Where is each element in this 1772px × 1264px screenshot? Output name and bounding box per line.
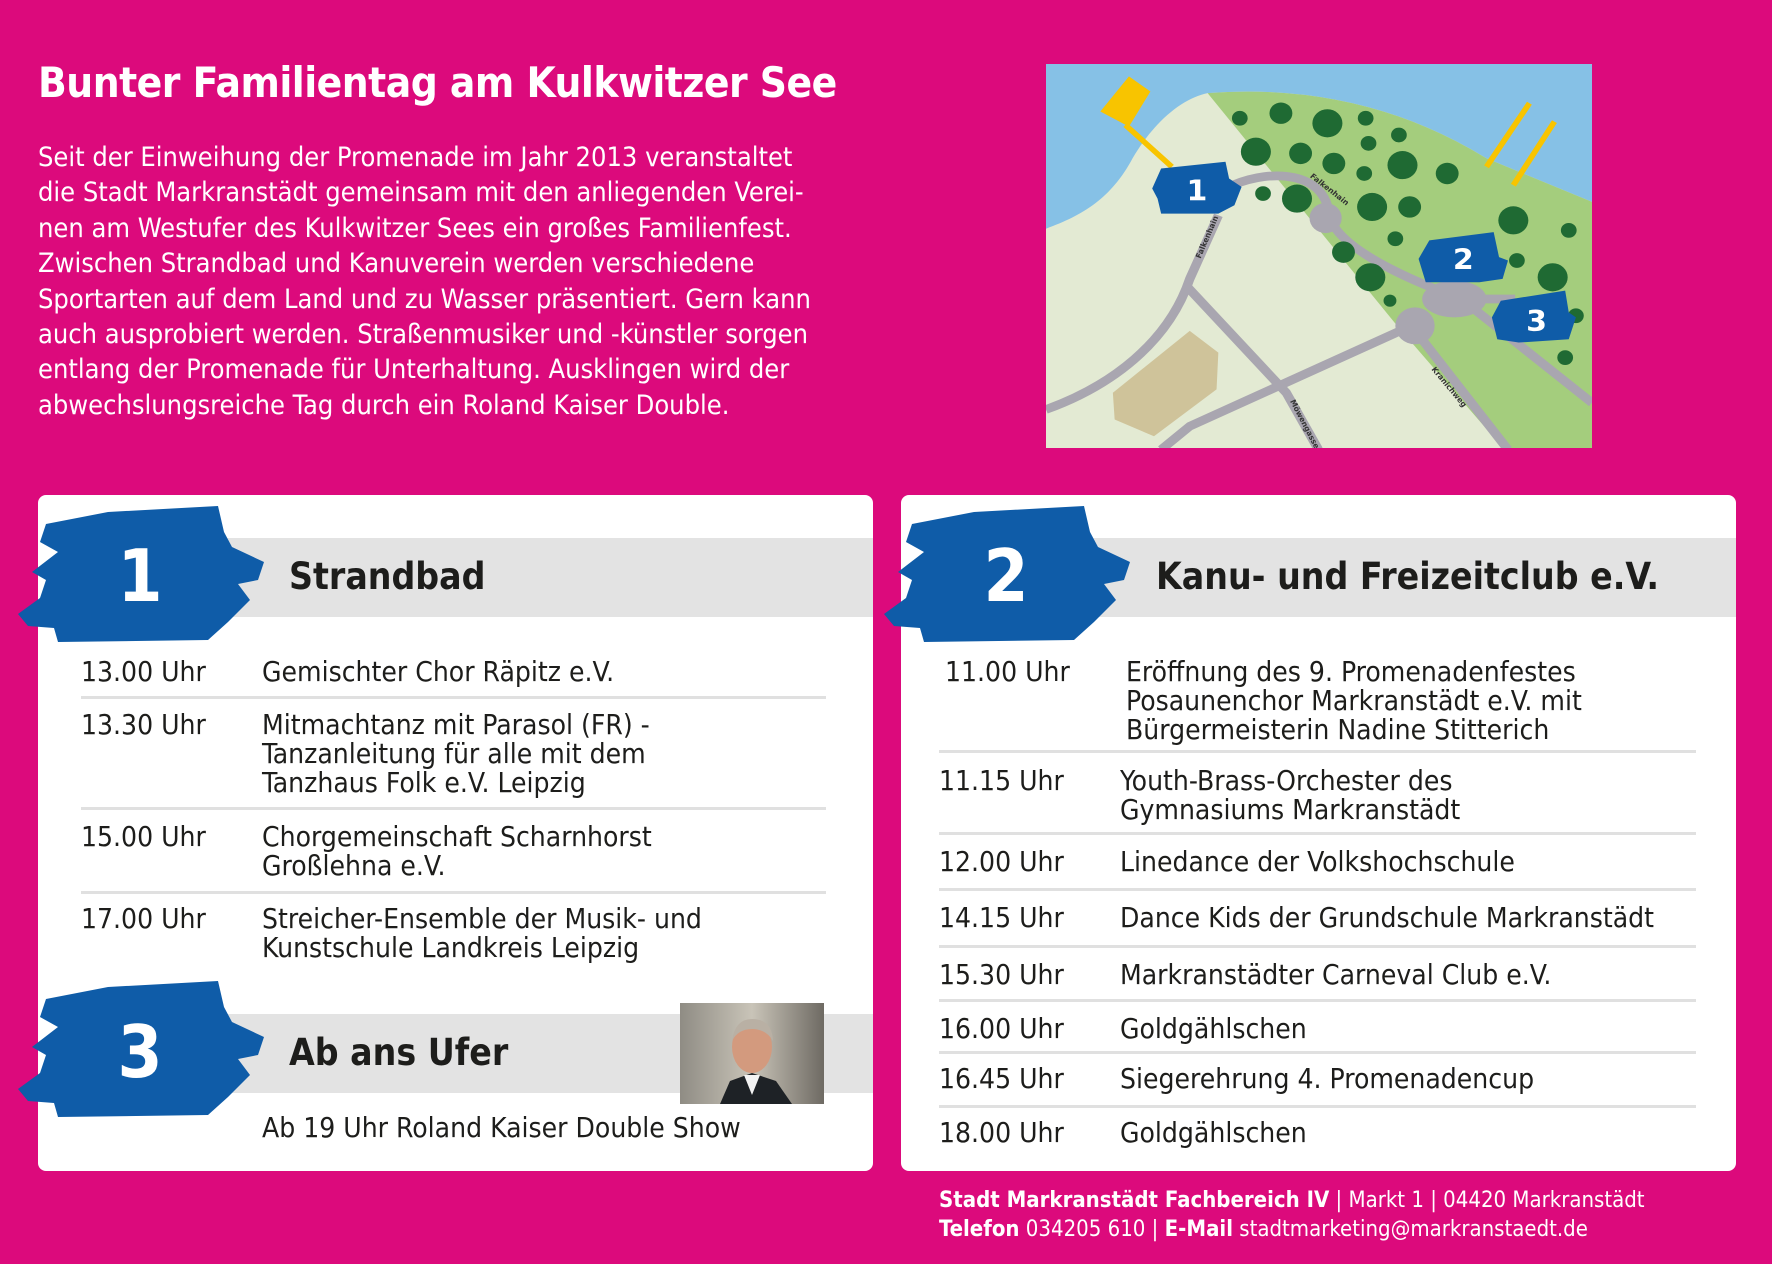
schedule-item: Dance Kids der Grundschule Markranstädt xyxy=(1120,901,1655,934)
schedule-item: Gemischter Chor Räpitz e.V. xyxy=(262,655,615,688)
brush-badge-1 xyxy=(18,506,264,642)
svg-text:1: 1 xyxy=(1186,174,1207,207)
piers xyxy=(1100,76,1557,187)
roland-kaiser-double-photo xyxy=(680,1003,824,1104)
schedule-time: 15.00 Uhr xyxy=(81,820,206,853)
divider xyxy=(939,945,1696,948)
intro-line: Seit der Einweihung der Promenade im Jah… xyxy=(38,142,793,173)
section-title: Strandbad xyxy=(289,555,486,598)
schedule-time: 16.45 Uhr xyxy=(939,1062,1064,1095)
schedule-item: Markranstädter Carneval Club e.V. xyxy=(1120,958,1552,991)
divider xyxy=(939,888,1696,891)
schedule-item: Linedance der Volkshochschule xyxy=(1120,845,1515,878)
intro-line: nen am Westufer des Kulkwitzer Sees ein … xyxy=(38,212,792,244)
schedule-time: 12.00 Uhr xyxy=(939,845,1064,878)
divider xyxy=(81,891,826,894)
svg-text:3: 3 xyxy=(1526,305,1547,338)
show-text: Ab 19 Uhr Roland Kaiser Double Show xyxy=(262,1111,741,1144)
trees xyxy=(1231,102,1584,365)
intro-paragraph: Seit der Einweihung der Promenade im Jah… xyxy=(38,140,898,423)
schedule-time: 13.00 Uhr xyxy=(81,655,206,688)
schedule-time: 16.00 Uhr xyxy=(939,1012,1064,1045)
page-title: Bunter Familientag am Kulkwitzer See xyxy=(38,58,837,107)
section-number: 1 xyxy=(117,534,163,618)
section-number: 3 xyxy=(117,1010,163,1094)
intro-line: auch ausprobiert werden. Straßenmusiker … xyxy=(38,319,808,351)
divider xyxy=(939,750,1696,753)
intro-line: entlang der Promenade für Unterhaltung. … xyxy=(38,354,790,386)
schedule-time: 11.00 Uhr xyxy=(945,655,1070,688)
divider xyxy=(939,832,1696,835)
schedule-item: Mitmachtanz mit Parasol (FR) - Tanzanleit… xyxy=(262,708,650,799)
schedule-item: Eröffnung des 9. Promenadenfestes Posaune… xyxy=(1126,655,1582,746)
schedule-time: 13.30 Uhr xyxy=(81,708,206,741)
schedule-time: 14.15 Uhr xyxy=(939,901,1064,934)
schedule-time: 18.00 Uhr xyxy=(939,1116,1064,1149)
site-map: 1 2 3 Falkenhain Falkenhain Möwengasse K… xyxy=(1046,64,1592,448)
divider xyxy=(939,1105,1696,1108)
svg-text:2: 2 xyxy=(1453,243,1474,276)
schedule-item: Goldgählschen xyxy=(1120,1012,1307,1045)
schedule-item: Streicher-Ensemble der Musik- und Kunstsc… xyxy=(262,902,702,964)
schedule-item: Goldgählschen xyxy=(1120,1116,1307,1149)
divider xyxy=(81,696,826,699)
schedule-item: Chorgemeinschaft Scharnhorst Großlehna e.… xyxy=(262,820,652,882)
brush-badge-2 xyxy=(884,506,1130,642)
intro-line: Zwischen Strandbad und Kanuverein werden… xyxy=(38,248,755,280)
divider xyxy=(939,999,1696,1002)
section-title: Kanu- und Freizeitclub e.V. xyxy=(1156,555,1660,598)
map-marker-1[interactable]: 1 xyxy=(1152,161,1242,214)
sports-field xyxy=(1112,330,1219,437)
section-header-band xyxy=(226,538,873,617)
intro-line: die Stadt Markranstädt gemeinsam mit den… xyxy=(38,177,804,209)
map-marker-2[interactable]: 2 xyxy=(1418,232,1508,283)
schedule-time: 15.30 Uhr xyxy=(939,958,1064,991)
schedule-item: Siegerehrung 4. Promenadencup xyxy=(1120,1062,1535,1095)
schedule-time: 11.15 Uhr xyxy=(939,764,1064,797)
divider xyxy=(939,1051,1696,1054)
schedule-item: Youth-Brass-Orchester des Gymnasiums Mark… xyxy=(1120,764,1461,826)
footer-address: Stadt Markranstädt Fachbereich IV | Mark… xyxy=(939,1188,1645,1213)
brush-badge-3 xyxy=(18,981,264,1117)
section-title: Ab ans Ufer xyxy=(289,1031,509,1074)
intro-line: abwechslungsreiche Tag durch ein Roland … xyxy=(38,389,730,421)
intro-line: Sportarten auf dem Land und zu Wasser pr… xyxy=(38,283,811,315)
section-number: 2 xyxy=(983,534,1029,618)
email-link[interactable]: stadtmarketing@markranstaedt.de xyxy=(1233,1217,1588,1242)
section-header-band xyxy=(1090,538,1736,617)
divider xyxy=(81,807,826,810)
schedule-time: 17.00 Uhr xyxy=(81,902,206,935)
map-marker-3[interactable]: 3 xyxy=(1491,290,1576,343)
footer-contact: Telefon 034205 610 | E-Mail stadtmarketi… xyxy=(939,1217,1588,1242)
